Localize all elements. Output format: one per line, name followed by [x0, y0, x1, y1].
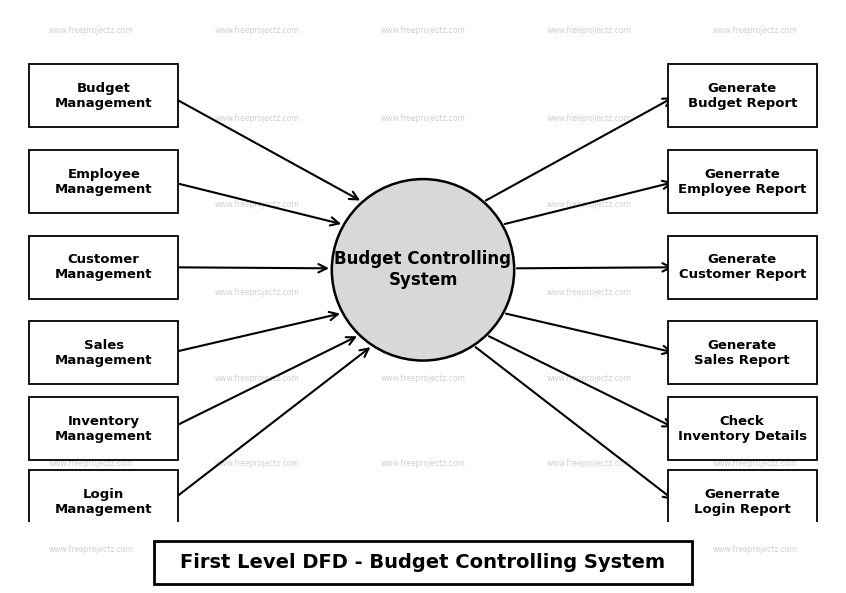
Text: Generate
Customer Report: Generate Customer Report — [678, 253, 806, 281]
Text: www.freeprojectz.com: www.freeprojectz.com — [381, 200, 465, 209]
Text: www.freeprojectz.com: www.freeprojectz.com — [712, 545, 797, 554]
Text: www.freeprojectz.com: www.freeprojectz.com — [49, 114, 134, 123]
Text: Employee
Management: Employee Management — [55, 168, 152, 196]
Text: Inventory
Management: Inventory Management — [55, 415, 152, 442]
Text: www.freeprojectz.com: www.freeprojectz.com — [547, 374, 631, 382]
Text: www.freeprojectz.com: www.freeprojectz.com — [215, 200, 299, 209]
Text: www.freeprojectz.com: www.freeprojectz.com — [49, 460, 134, 468]
Text: www.freeprojectz.com: www.freeprojectz.com — [712, 200, 797, 209]
Text: www.freeprojectz.com: www.freeprojectz.com — [712, 288, 797, 297]
Text: www.freeprojectz.com: www.freeprojectz.com — [381, 460, 465, 468]
Text: www.freeprojectz.com: www.freeprojectz.com — [547, 200, 631, 209]
Text: www.freeprojectz.com: www.freeprojectz.com — [381, 114, 465, 123]
Text: www.freeprojectz.com: www.freeprojectz.com — [49, 200, 134, 209]
Text: www.freeprojectz.com: www.freeprojectz.com — [49, 374, 134, 382]
FancyBboxPatch shape — [29, 236, 179, 299]
Text: www.freeprojectz.com: www.freeprojectz.com — [547, 288, 631, 297]
Text: Check
Inventory Details: Check Inventory Details — [678, 415, 807, 442]
Text: www.freeprojectz.com: www.freeprojectz.com — [712, 460, 797, 468]
Text: www.freeprojectz.com: www.freeprojectz.com — [712, 26, 797, 35]
Text: www.freeprojectz.com: www.freeprojectz.com — [547, 26, 631, 35]
Text: www.freeprojectz.com: www.freeprojectz.com — [547, 545, 631, 554]
Text: Generrate
Employee Report: Generrate Employee Report — [678, 168, 806, 196]
Text: www.freeprojectz.com: www.freeprojectz.com — [712, 114, 797, 123]
Text: www.freeprojectz.com: www.freeprojectz.com — [215, 460, 299, 468]
Text: Customer
Management: Customer Management — [55, 253, 152, 281]
Text: www.freeprojectz.com: www.freeprojectz.com — [712, 374, 797, 382]
FancyBboxPatch shape — [667, 65, 816, 127]
Text: www.freeprojectz.com: www.freeprojectz.com — [215, 288, 299, 297]
Text: www.freeprojectz.com: www.freeprojectz.com — [49, 26, 134, 35]
Text: www.freeprojectz.com: www.freeprojectz.com — [547, 460, 631, 468]
FancyBboxPatch shape — [667, 397, 816, 460]
Text: www.freeprojectz.com: www.freeprojectz.com — [215, 26, 299, 35]
Text: www.freeprojectz.com: www.freeprojectz.com — [215, 545, 299, 554]
FancyBboxPatch shape — [29, 65, 179, 127]
Text: www.freeprojectz.com: www.freeprojectz.com — [49, 545, 134, 554]
FancyBboxPatch shape — [29, 397, 179, 460]
FancyBboxPatch shape — [667, 470, 816, 533]
Text: www.freeprojectz.com: www.freeprojectz.com — [215, 114, 299, 123]
Text: Budget
Management: Budget Management — [55, 82, 152, 110]
FancyBboxPatch shape — [153, 541, 692, 584]
Text: www.freeprojectz.com: www.freeprojectz.com — [381, 545, 465, 554]
Text: www.freeprojectz.com: www.freeprojectz.com — [381, 374, 465, 382]
Text: www.freeprojectz.com: www.freeprojectz.com — [381, 26, 465, 35]
Text: www.freeprojectz.com: www.freeprojectz.com — [215, 374, 299, 382]
FancyBboxPatch shape — [29, 470, 179, 533]
Text: Generate
Budget Report: Generate Budget Report — [688, 82, 797, 110]
Ellipse shape — [332, 179, 514, 361]
FancyBboxPatch shape — [667, 321, 816, 384]
FancyBboxPatch shape — [667, 150, 816, 213]
Text: Generate
Sales Report: Generate Sales Report — [695, 339, 790, 367]
Text: Login
Management: Login Management — [55, 487, 152, 516]
FancyBboxPatch shape — [667, 236, 816, 299]
Text: www.freeprojectz.com: www.freeprojectz.com — [49, 288, 134, 297]
Text: Generrate
Login Report: Generrate Login Report — [694, 487, 790, 516]
Text: Budget Controlling
System: Budget Controlling System — [334, 250, 512, 289]
FancyBboxPatch shape — [29, 150, 179, 213]
FancyBboxPatch shape — [29, 321, 179, 384]
Text: Sales
Management: Sales Management — [55, 339, 152, 367]
Text: First Level DFD - Budget Controlling System: First Level DFD - Budget Controlling Sys… — [180, 553, 666, 572]
Text: www.freeprojectz.com: www.freeprojectz.com — [547, 114, 631, 123]
Text: www.freeprojectz.com: www.freeprojectz.com — [381, 288, 465, 297]
